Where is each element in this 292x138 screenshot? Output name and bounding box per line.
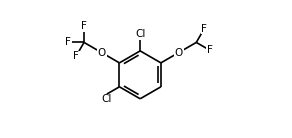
Text: F: F (81, 21, 87, 31)
Text: F: F (207, 45, 213, 55)
Text: F: F (73, 51, 79, 61)
Text: Cl: Cl (135, 29, 145, 39)
Text: O: O (98, 48, 106, 58)
Text: F: F (201, 23, 207, 34)
Text: F: F (65, 37, 71, 47)
Text: Cl: Cl (102, 94, 112, 104)
Text: O: O (175, 48, 183, 58)
